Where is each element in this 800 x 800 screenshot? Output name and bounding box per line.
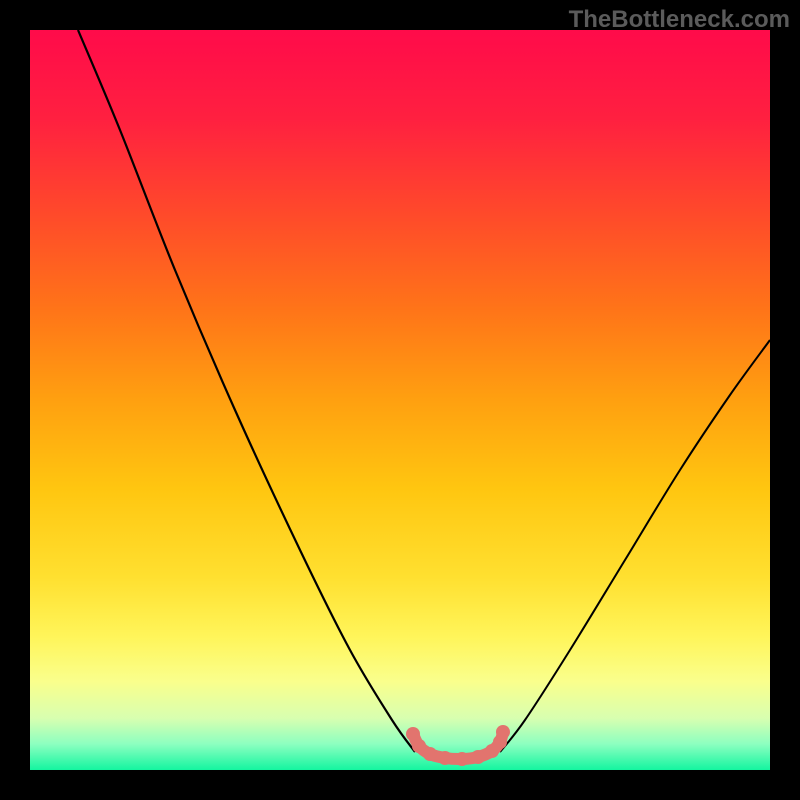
chart-container: TheBottleneck.com — [0, 0, 800, 800]
bottleneck-mark-dot — [423, 747, 437, 761]
bottleneck-mark-dot — [471, 750, 485, 764]
watermark-text: TheBottleneck.com — [569, 6, 790, 34]
bottleneck-mark-dot — [438, 751, 452, 765]
bottleneck-chart — [0, 0, 800, 800]
bottleneck-mark-dot — [496, 725, 510, 739]
gradient-background — [30, 30, 770, 770]
bottleneck-mark-dot — [406, 727, 420, 741]
bottleneck-mark-dot — [455, 752, 469, 766]
